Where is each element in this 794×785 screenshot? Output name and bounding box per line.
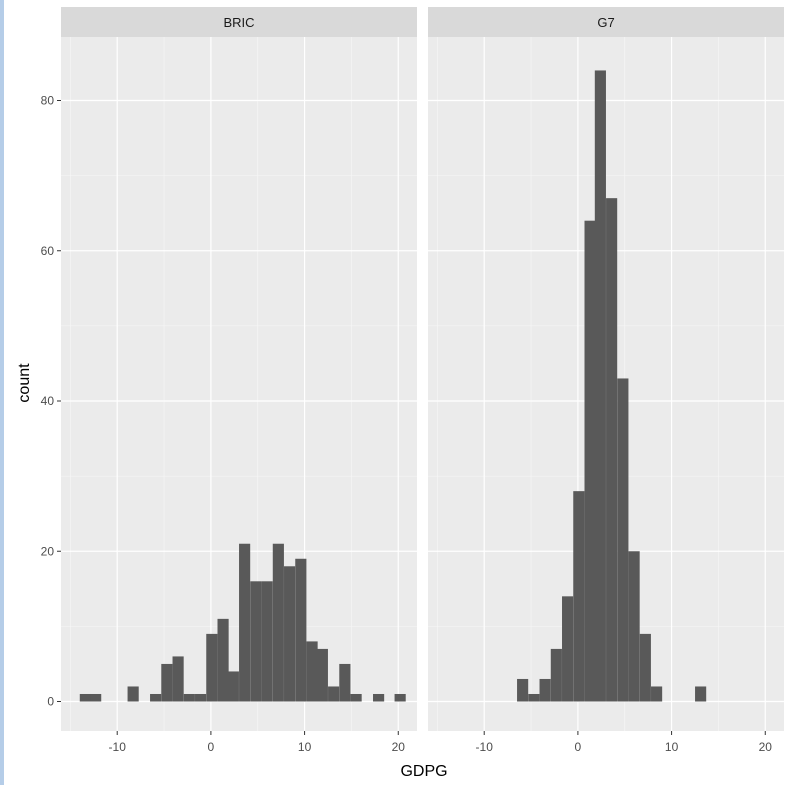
x-tick-label: 0 [208, 740, 215, 754]
x-tick-label: 20 [392, 740, 406, 754]
histogram-bar [639, 633, 651, 702]
window-edge [0, 0, 4, 785]
histogram-bar [272, 543, 284, 702]
histogram-bar [528, 693, 540, 702]
histogram-bar [250, 581, 262, 702]
histogram-bar [161, 663, 173, 702]
facet-label: G7 [597, 15, 614, 30]
histogram-bar [306, 641, 318, 702]
histogram-bar [606, 198, 618, 702]
histogram-bar [550, 648, 562, 702]
panel-background [61, 37, 417, 731]
histogram-bar [394, 693, 406, 702]
histogram-bar [628, 551, 640, 702]
y-tick-label: 80 [41, 94, 55, 108]
histogram-bar [651, 686, 663, 702]
histogram-bar [284, 566, 296, 702]
y-tick-label: 60 [41, 244, 55, 258]
histogram-bar [316, 648, 328, 702]
histogram-bar [227, 671, 239, 702]
histogram-bar [295, 558, 307, 702]
x-tick-label: 0 [575, 740, 582, 754]
histogram-bar [172, 656, 184, 702]
panel-background [428, 37, 784, 731]
histogram-bar [239, 543, 251, 702]
y-tick-label: 40 [41, 394, 55, 408]
histogram-bar [562, 596, 574, 702]
x-tick-label: -10 [476, 740, 494, 754]
histogram-bar [79, 693, 91, 702]
histogram-bar [594, 70, 606, 702]
y-axis-title: count [16, 363, 33, 403]
histogram-bar [695, 686, 707, 702]
facet-label: BRIC [223, 15, 254, 30]
histogram-bar [328, 686, 340, 702]
x-axis-title: GDPG [400, 763, 447, 780]
histogram-bar [517, 678, 529, 702]
histogram-bar [350, 693, 362, 702]
histogram-bar [584, 220, 596, 702]
x-tick-label: -10 [109, 740, 127, 754]
facet-strip-bric [61, 7, 417, 37]
y-tick-label: 20 [41, 544, 55, 558]
histogram-bar [195, 693, 207, 702]
histogram-bar [150, 693, 162, 702]
y-tick-label: 0 [47, 695, 54, 709]
x-tick-label: 10 [665, 740, 679, 754]
x-tick-label: 20 [759, 740, 773, 754]
histogram-bar [573, 491, 585, 702]
histogram-bar [183, 693, 195, 702]
histogram-bar [217, 618, 229, 702]
histogram-bar [206, 633, 218, 702]
facet-strip-g7 [428, 7, 784, 37]
histogram-bar [127, 686, 139, 702]
histogram-bar [90, 693, 102, 702]
histogram-bar [373, 693, 385, 702]
histogram-bar [339, 663, 351, 702]
histogram-bar [539, 678, 551, 702]
histogram-bar [261, 581, 273, 702]
x-tick-label: 10 [298, 740, 312, 754]
histogram-bar [617, 378, 629, 702]
